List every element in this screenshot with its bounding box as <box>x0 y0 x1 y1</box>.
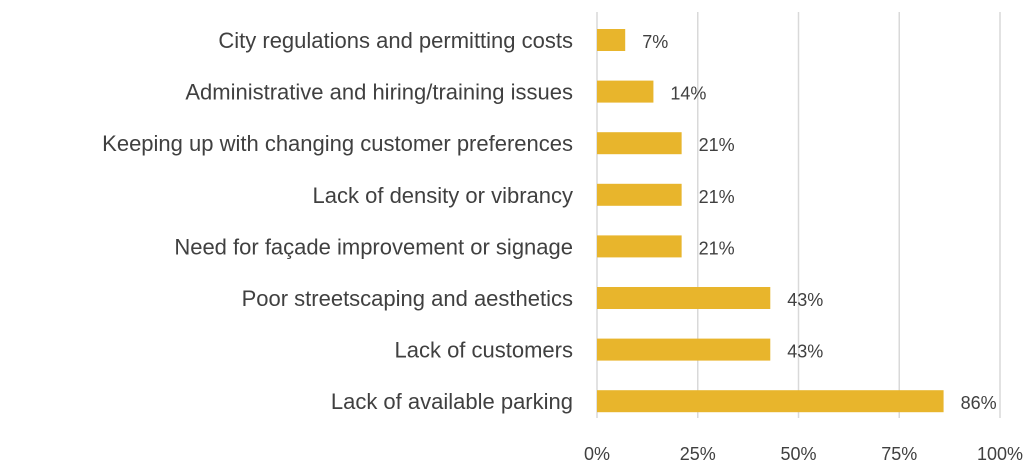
value-label: 14% <box>670 84 706 104</box>
category-label: Lack of customers <box>394 338 573 363</box>
value-label: 7% <box>642 32 668 52</box>
value-label: 21% <box>699 238 735 258</box>
category-label: Administrative and hiring/training issue… <box>185 80 573 105</box>
value-label: 21% <box>699 187 735 207</box>
category-label: Lack of density or vibrancy <box>313 183 573 208</box>
bar <box>597 132 682 155</box>
bar <box>597 338 771 361</box>
bar <box>597 183 682 206</box>
bar <box>597 287 771 309</box>
category-label: Need for façade improvement or signage <box>174 234 573 259</box>
x-tick-label: 50% <box>780 444 816 463</box>
category-label: Poor streetscaping and aesthetics <box>242 286 573 311</box>
bar <box>597 390 944 413</box>
category-label: Keeping up with changing customer prefer… <box>102 131 573 156</box>
category-label: City regulations and permitting costs <box>218 28 573 53</box>
value-label: 43% <box>787 290 823 310</box>
bar <box>597 29 626 51</box>
x-tick-label: 0% <box>584 444 610 463</box>
bar <box>597 235 682 258</box>
bar <box>597 80 654 103</box>
value-label: 86% <box>961 393 997 413</box>
category-label: Lack of available parking <box>331 389 573 414</box>
x-tick-label: 100% <box>977 444 1023 463</box>
value-label: 21% <box>699 135 735 155</box>
value-label: 43% <box>787 342 823 362</box>
x-tick-label: 75% <box>881 444 917 463</box>
x-tick-label: 25% <box>680 444 716 463</box>
